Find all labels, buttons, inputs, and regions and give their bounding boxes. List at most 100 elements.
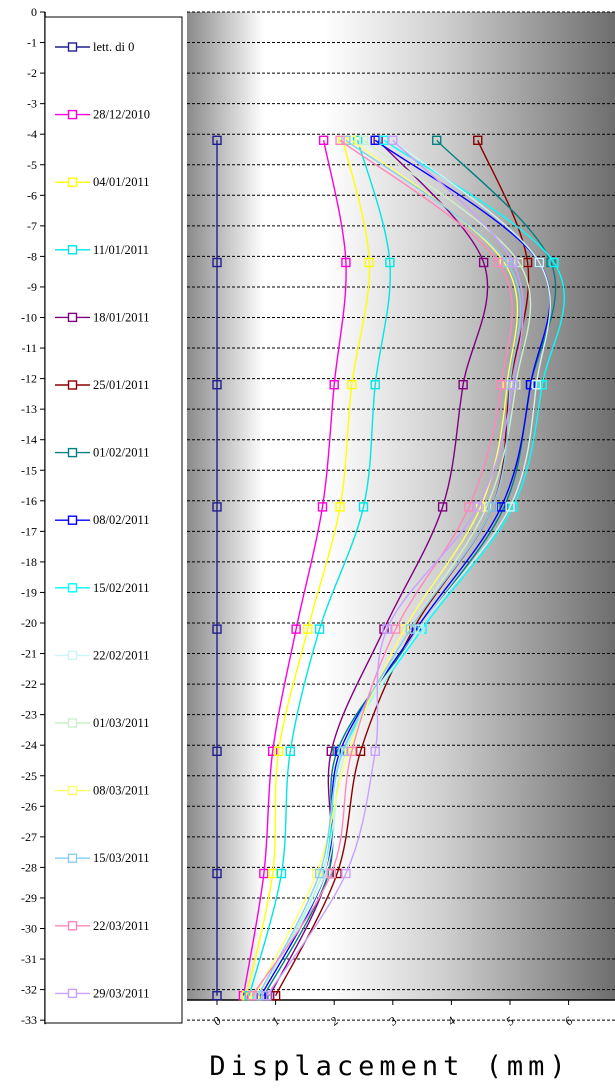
y-tick-label: -1 bbox=[27, 36, 37, 50]
data-point bbox=[338, 746, 348, 757]
y-tick-label: -4 bbox=[27, 127, 37, 141]
data-point bbox=[335, 502, 345, 512]
legend-label: lett. di 0 bbox=[93, 40, 134, 54]
legend-swatch-marker bbox=[67, 583, 78, 593]
legend-swatch-marker bbox=[67, 988, 78, 999]
y-tick-label: -22 bbox=[21, 677, 37, 691]
legend-item: 01/02/2011 bbox=[55, 446, 149, 460]
x-tick-label: 6 bbox=[562, 1014, 576, 1029]
data-point bbox=[259, 868, 269, 879]
data-point bbox=[285, 746, 295, 757]
legend-swatch-marker bbox=[67, 447, 78, 458]
data-point bbox=[514, 257, 524, 268]
y-tick-label: -7 bbox=[27, 219, 37, 233]
legend-label: 01/03/2011 bbox=[93, 716, 149, 730]
y-tick-label: -23 bbox=[21, 708, 37, 722]
legend-label: 18/01/2011 bbox=[93, 310, 149, 324]
y-tick-label: -25 bbox=[21, 769, 37, 783]
data-point bbox=[525, 380, 536, 390]
data-point bbox=[276, 868, 287, 879]
data-point bbox=[358, 502, 369, 512]
y-tick-label: -26 bbox=[21, 799, 37, 813]
legend-label: 22/02/2011 bbox=[93, 648, 149, 662]
legend-swatch-marker bbox=[67, 109, 78, 120]
y-tick-label: 0 bbox=[31, 5, 37, 19]
y-tick-label: -14 bbox=[21, 433, 37, 447]
y-tick-label: -24 bbox=[21, 738, 37, 752]
data-point bbox=[437, 502, 448, 512]
x-tick-label: 5 bbox=[503, 1014, 517, 1029]
grid-lines bbox=[187, 11, 615, 1021]
series-line bbox=[248, 140, 391, 996]
data-point bbox=[502, 257, 512, 268]
legend-item: 15/02/2011 bbox=[55, 581, 149, 595]
data-point bbox=[273, 746, 284, 757]
data-point bbox=[496, 502, 506, 512]
legend-label: 22/03/2011 bbox=[93, 919, 149, 933]
data-point bbox=[212, 257, 222, 268]
legend-label: 08/02/2011 bbox=[93, 513, 149, 527]
data-point bbox=[508, 257, 518, 268]
data-point bbox=[487, 502, 498, 512]
series-line bbox=[254, 139, 519, 997]
legend-item: 01/03/2011 bbox=[55, 716, 149, 730]
y-tick-label: -17 bbox=[21, 524, 37, 538]
series-line bbox=[266, 139, 524, 997]
data-point bbox=[347, 746, 357, 757]
data-point bbox=[391, 624, 401, 634]
legend-label: 25/01/2011 bbox=[93, 378, 149, 392]
legend-swatch-marker bbox=[67, 177, 78, 187]
y-tick-label: -20 bbox=[21, 616, 37, 630]
data-point bbox=[496, 380, 506, 390]
data-point bbox=[464, 502, 474, 512]
data-point bbox=[317, 502, 328, 512]
data-point bbox=[253, 991, 263, 1001]
legend-label: 15/03/2011 bbox=[93, 851, 149, 865]
data-point bbox=[212, 380, 222, 390]
data-point bbox=[493, 257, 503, 268]
legend-label: 28/12/2010 bbox=[93, 108, 150, 122]
legend-item: 08/03/2011 bbox=[55, 784, 149, 798]
series-line bbox=[245, 140, 371, 996]
legend-label: 11/01/2011 bbox=[93, 243, 149, 257]
x-tick-label: 4 bbox=[445, 1014, 459, 1029]
series-line bbox=[257, 139, 551, 997]
y-tick-label: -32 bbox=[21, 983, 37, 997]
legend-item: 25/01/2011 bbox=[55, 378, 149, 392]
y-tick-label: -18 bbox=[21, 555, 37, 569]
y-tick-label: -12 bbox=[21, 372, 37, 386]
data-point bbox=[212, 991, 222, 1001]
data-point bbox=[303, 624, 313, 634]
x-tick-label: 3 bbox=[385, 1014, 399, 1029]
legend-swatch-marker bbox=[67, 312, 78, 323]
data-point bbox=[326, 868, 336, 879]
legend: lett. di 0 28/12/2010 04/01/2011 11/01/2011… bbox=[55, 40, 150, 1000]
data-point bbox=[379, 135, 389, 146]
legend-item: 22/02/2011 bbox=[55, 648, 149, 662]
data-point bbox=[473, 135, 483, 146]
data-point bbox=[534, 257, 544, 268]
y-tick-label: -15 bbox=[21, 463, 37, 477]
data-point bbox=[212, 746, 222, 757]
data-point bbox=[531, 380, 542, 390]
data-point bbox=[358, 135, 369, 146]
legend-swatch-marker bbox=[67, 718, 78, 728]
legend-item: 18/01/2011 bbox=[55, 310, 149, 324]
legend-item: 28/12/2010 bbox=[55, 108, 150, 122]
x-tick-label: 0 bbox=[210, 1014, 224, 1029]
y-tick-label: -30 bbox=[21, 922, 37, 936]
data-point bbox=[329, 380, 339, 390]
legend-item: lett. di 0 bbox=[55, 40, 134, 54]
data-point bbox=[267, 746, 278, 757]
data-point bbox=[332, 868, 342, 879]
legend-item: 15/03/2011 bbox=[55, 851, 149, 865]
legend-label: 29/03/2011 bbox=[93, 986, 149, 1000]
data-point bbox=[414, 624, 424, 634]
plot-background bbox=[187, 12, 615, 1000]
data-point bbox=[347, 380, 357, 390]
legend-item: 11/01/2011 bbox=[55, 243, 149, 257]
data-point bbox=[388, 135, 398, 146]
data-point bbox=[481, 502, 492, 512]
legend-item: 22/03/2011 bbox=[55, 919, 149, 933]
